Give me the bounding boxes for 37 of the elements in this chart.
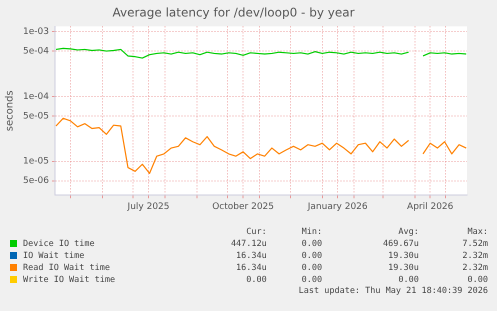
- text: 469.67u: [382, 238, 419, 250]
- text: Min:: [300, 226, 322, 238]
- y-tick-label: 5e-04: [22, 46, 50, 56]
- text: 19.30u: [387, 250, 419, 262]
- x-tick-label: July 2025: [126, 202, 170, 212]
- legend-label: Write IO Wait time: [22, 274, 116, 286]
- text: 0.00: [300, 250, 322, 262]
- y-tick-label: 1e-05: [22, 156, 49, 167]
- text: 19.30u: [387, 262, 419, 274]
- text: 16.34u: [235, 262, 267, 274]
- text: Last update: Thu May 21 18:40:39 2026: [298, 286, 488, 296]
- text: 0.00: [300, 262, 322, 274]
- text: 447.12u: [230, 238, 267, 250]
- y-tick-label: 1e-03: [22, 26, 49, 37]
- legend-label: Device IO time: [22, 238, 96, 250]
- text: 16.34u: [235, 250, 267, 262]
- y-axis-title: seconds: [4, 90, 16, 132]
- text: 0.00: [466, 274, 488, 286]
- x-tick-label: January 2026: [306, 202, 368, 212]
- y-tick-label: 1e-04: [22, 92, 50, 102]
- text: 2.32m: [461, 250, 488, 262]
- text: Avg:: [397, 226, 419, 238]
- text: 0.00: [300, 274, 322, 286]
- legend-label: Read IO Wait time: [22, 262, 111, 274]
- text: Max:: [466, 226, 488, 238]
- x-tick-label: October 2025: [212, 202, 274, 212]
- text: Cur:: [245, 226, 267, 238]
- text: 2.32m: [461, 262, 488, 274]
- legend-label: IO Wait time: [22, 250, 86, 262]
- text: 0.00: [397, 274, 419, 286]
- text: 0.00: [245, 274, 267, 286]
- chart-title: Average latency for /dev/loop0 - by year: [112, 5, 355, 20]
- x-tick-label: April 2026: [407, 202, 454, 212]
- text: 0.00: [300, 238, 322, 250]
- y-tick-label: 5e-06: [22, 176, 50, 186]
- y-tick-label: 5e-05: [22, 111, 49, 122]
- text: 7.52m: [461, 238, 488, 250]
